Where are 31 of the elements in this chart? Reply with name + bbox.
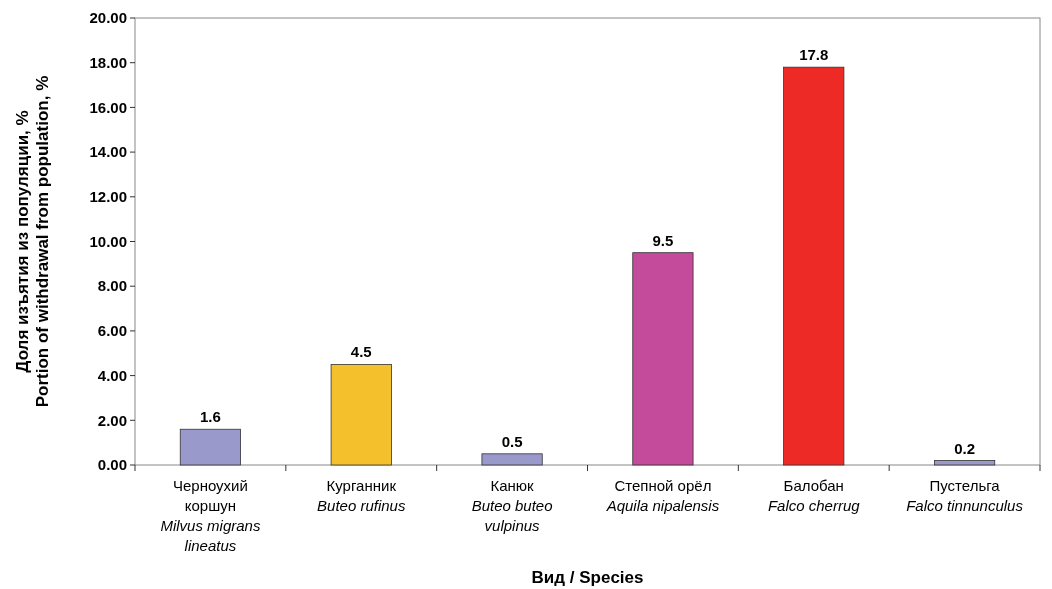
- y-tick-label: 18.00: [89, 53, 127, 71]
- y-tick-label: 0.00: [97, 456, 127, 474]
- bar: [179, 428, 241, 466]
- x-tick-label: Балобан Falco cherrug: [767, 477, 861, 514]
- y-tick-label: 8.00: [97, 277, 127, 295]
- y-tick-label: 16.00: [89, 98, 127, 116]
- x-tick-label: Степной орёл Aquila nipalensis: [605, 477, 720, 514]
- y-tick-label: 4.00: [97, 366, 127, 384]
- bar: [330, 364, 392, 466]
- data-label: 17.8: [799, 46, 829, 64]
- data-label: 1.6: [199, 408, 221, 426]
- x-tick-label: Курганник Buteo rufinus: [317, 477, 406, 514]
- x-tick-label: Черноухий коршун Milvus migrans lineatus: [160, 477, 261, 554]
- bar: [481, 453, 543, 466]
- x-axis-title: Вид / Species: [531, 568, 644, 587]
- y-axis-title: Доля изъятия из популяции, % Portion of withdrawal from population, %: [13, 75, 52, 408]
- bar: [783, 66, 845, 466]
- y-tick-label: 2.00: [97, 411, 127, 429]
- data-label: 4.5: [350, 343, 372, 361]
- bar: [632, 252, 694, 466]
- data-label: 9.5: [652, 231, 674, 249]
- data-label: 0.2: [954, 439, 976, 457]
- bar: [934, 460, 996, 466]
- y-tick-label: 20.00: [89, 9, 127, 27]
- y-tick-label: 14.00: [89, 143, 127, 161]
- x-tick-label: Пустельга Falco tinnunculus: [906, 477, 1024, 514]
- y-tick-label: 6.00: [97, 322, 127, 340]
- data-label: 0.5: [501, 432, 523, 450]
- y-tick-label: 10.00: [89, 232, 127, 250]
- x-tick-label: Канюк Buteo buteo vulpinus: [471, 477, 553, 534]
- y-tick-label: 12.00: [89, 188, 127, 206]
